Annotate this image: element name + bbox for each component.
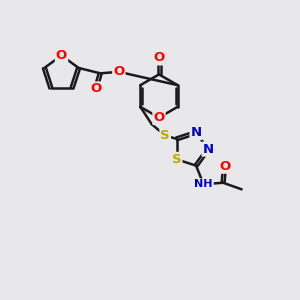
Text: O: O bbox=[113, 65, 124, 78]
Text: S: S bbox=[160, 129, 170, 142]
Text: N: N bbox=[202, 142, 214, 156]
Text: N: N bbox=[190, 126, 202, 139]
Text: O: O bbox=[153, 111, 165, 124]
Text: O: O bbox=[90, 82, 101, 95]
Text: O: O bbox=[153, 51, 165, 64]
Text: S: S bbox=[172, 153, 182, 166]
Text: O: O bbox=[219, 160, 230, 173]
Text: NH: NH bbox=[194, 179, 213, 189]
Text: O: O bbox=[56, 49, 67, 62]
